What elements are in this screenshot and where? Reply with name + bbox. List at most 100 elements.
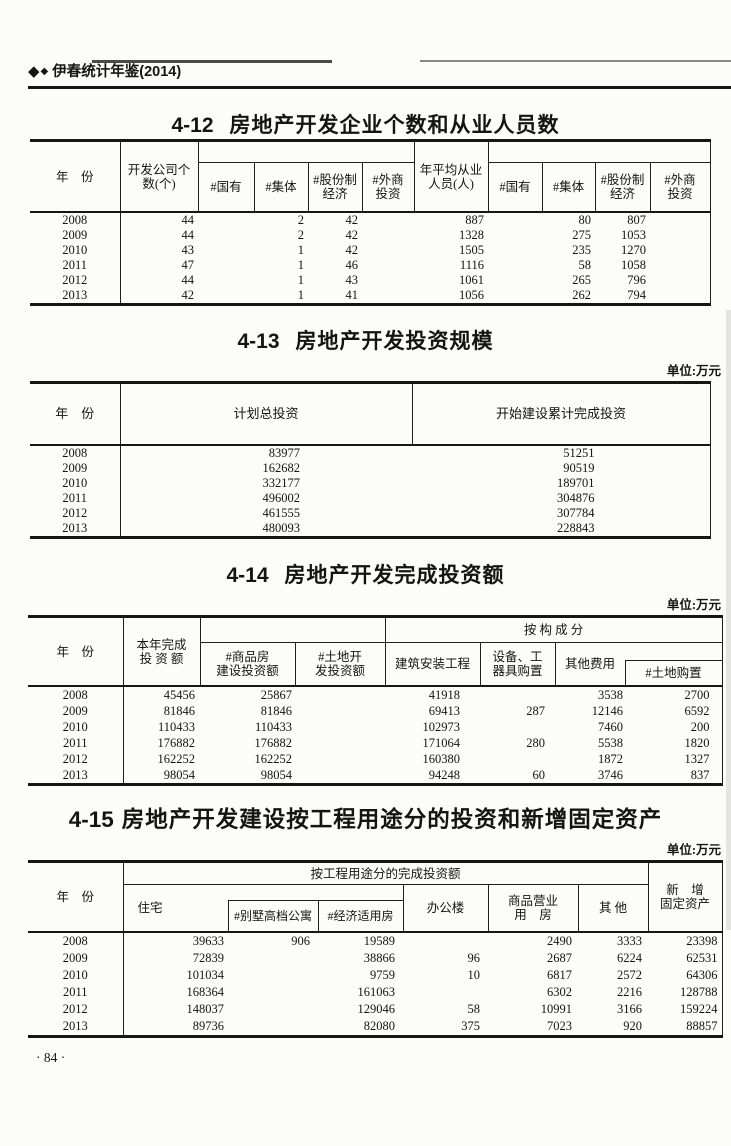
yearbook-brand: 伊春统计年鉴(2014) <box>52 64 182 80</box>
table-413-body: 2008 83977 51251 2009 162682 90519 2010 332177 1… <box>30 444 711 538</box>
cell <box>362 258 414 273</box>
cell: 2013 <box>28 1018 124 1037</box>
cell: 128788 <box>648 984 723 1001</box>
label-line: #外商 <box>372 173 404 187</box>
scan-artifact <box>420 60 731 62</box>
cell <box>362 243 414 258</box>
table-row: 2012 148037 129046 58 10991 3166 159224 <box>28 1001 723 1018</box>
th-equipment-purchase: 设备、工 器具购置 <box>479 642 556 687</box>
cell: 906 <box>228 931 318 950</box>
cell: 1872 <box>598 751 623 766</box>
cell: 3538 <box>555 685 625 703</box>
table-414: 年 份 本年完成 投 资 额 按 构 成 分 #商品房 建设投资额 #土地开 发… <box>28 615 723 786</box>
cell: 3746 <box>598 767 623 782</box>
gap-cell <box>228 884 404 901</box>
cell: 42 <box>345 243 359 257</box>
cell <box>650 211 711 228</box>
label-line: #股份制 <box>600 173 645 187</box>
table-row: 2010 101034 9759 10 6817 2572 64306 <box>28 967 723 984</box>
cell <box>295 735 385 751</box>
cell <box>295 767 385 785</box>
label-line: #股份制 <box>313 173 357 187</box>
table-row: 2010 43 1 42 1505 235 1270 <box>30 243 711 258</box>
cell <box>198 243 254 258</box>
cell: 90519 <box>412 461 711 476</box>
cell <box>488 228 542 243</box>
cell: 262 <box>572 288 591 302</box>
cell: 837 <box>625 767 723 785</box>
th-land-development: #土地开 发投资额 <box>294 642 386 687</box>
cell: 45456 <box>123 685 200 703</box>
cell <box>228 984 318 1001</box>
cell: 887 <box>414 211 488 228</box>
cell <box>480 751 555 767</box>
label-line: 经济 <box>609 187 635 201</box>
unit-label: 单位:万元 <box>666 843 721 857</box>
cell: 461555 <box>262 506 301 520</box>
cell: 39633 <box>123 931 228 950</box>
table-row: 2008 45456 25867 41918 3538 2700 <box>28 685 723 703</box>
cell: 1 <box>297 273 304 287</box>
cell: 1 <box>297 258 304 272</box>
cell: 480093 <box>262 521 301 535</box>
th-by-use-group: 按工程用途分的完成投资额 <box>122 861 649 885</box>
label-line: 投资 <box>375 187 401 201</box>
cell: 1053 <box>621 228 646 242</box>
th-foreign: #外商 投资 <box>361 162 415 213</box>
label-line: 器具购置 <box>492 664 543 678</box>
table-row: 2011 496002 304876 <box>30 491 711 506</box>
cell: 496002 <box>262 491 301 505</box>
th-villa-apartment: #别墅高档公寓 <box>227 900 319 933</box>
th-commercial-housing: 商品营业 用 房 <box>487 884 579 933</box>
th-planned-investment: 计划总投资 <box>119 382 413 446</box>
table-number: 4-15 <box>68 807 114 832</box>
cell: 148037 <box>186 1002 225 1016</box>
gap-cell <box>625 642 723 661</box>
label-line: 本年完成 <box>136 637 187 652</box>
cell <box>198 288 254 305</box>
cell: 1328 <box>459 228 484 242</box>
label-line: 投 资 额 <box>139 651 184 666</box>
cell <box>488 243 542 258</box>
table-row: 2013 98054 98054 94248 60 3746 837 <box>28 767 723 785</box>
th-by-composition: 按 构 成 分 <box>384 616 723 643</box>
cell: 110433 <box>157 719 195 734</box>
cell <box>198 258 254 273</box>
cell <box>198 273 254 288</box>
table-row: 2010 110433 110433 102973 7460 200 <box>28 719 723 735</box>
label-line: 新 增 <box>666 883 704 897</box>
table-row: 2011 168364 161063 6302 2216 128788 <box>28 984 723 1001</box>
cell: 161063 <box>357 985 396 999</box>
cell: 72839 <box>192 951 224 965</box>
cell: 129046 <box>357 1002 396 1016</box>
table-row: 2010 332177 189701 <box>30 476 711 491</box>
cell: 332177 <box>262 476 301 490</box>
cell: 2009 <box>28 703 124 719</box>
th-residential: 住宅 <box>122 884 228 933</box>
cell <box>295 685 385 703</box>
cell: 58 <box>467 1002 481 1016</box>
cell: 159224 <box>648 1001 723 1018</box>
cell <box>650 228 711 243</box>
table-414-title: 4-14 房地产开发完成投资额 <box>0 559 731 589</box>
cell: 1327 <box>625 751 723 767</box>
table-row: 2009 44 2 42 1328 275 1053 <box>30 228 711 243</box>
table-415-title: 4-15 房地产开发建设按工程用途分的投资和新增固定资产 <box>0 802 731 834</box>
cell: 1820 <box>625 735 723 751</box>
table-414-body: 2008 45456 25867 41918 3538 2700 2009 81846 8184… <box>28 685 723 785</box>
cell <box>362 211 414 228</box>
label-line: 年平均从业 <box>419 162 483 177</box>
cell: 2216 <box>617 985 643 999</box>
table-row: 2013 89736 82080 375 7023 920 88857 <box>28 1018 723 1037</box>
table-number: 4-13 <box>237 330 280 353</box>
cell: 162682 <box>262 461 301 475</box>
th-foreign: #外商 投资 <box>649 162 711 213</box>
cell <box>198 228 254 243</box>
cell: 189701 <box>412 476 711 491</box>
gap-cell <box>200 616 386 643</box>
label-line: #商品房 <box>225 650 270 664</box>
cell: 38866 <box>363 951 395 965</box>
cell: 12146 <box>591 703 623 718</box>
table-row: 2009 162682 90519 <box>30 461 711 476</box>
label-line: 固定资产 <box>660 897 711 911</box>
